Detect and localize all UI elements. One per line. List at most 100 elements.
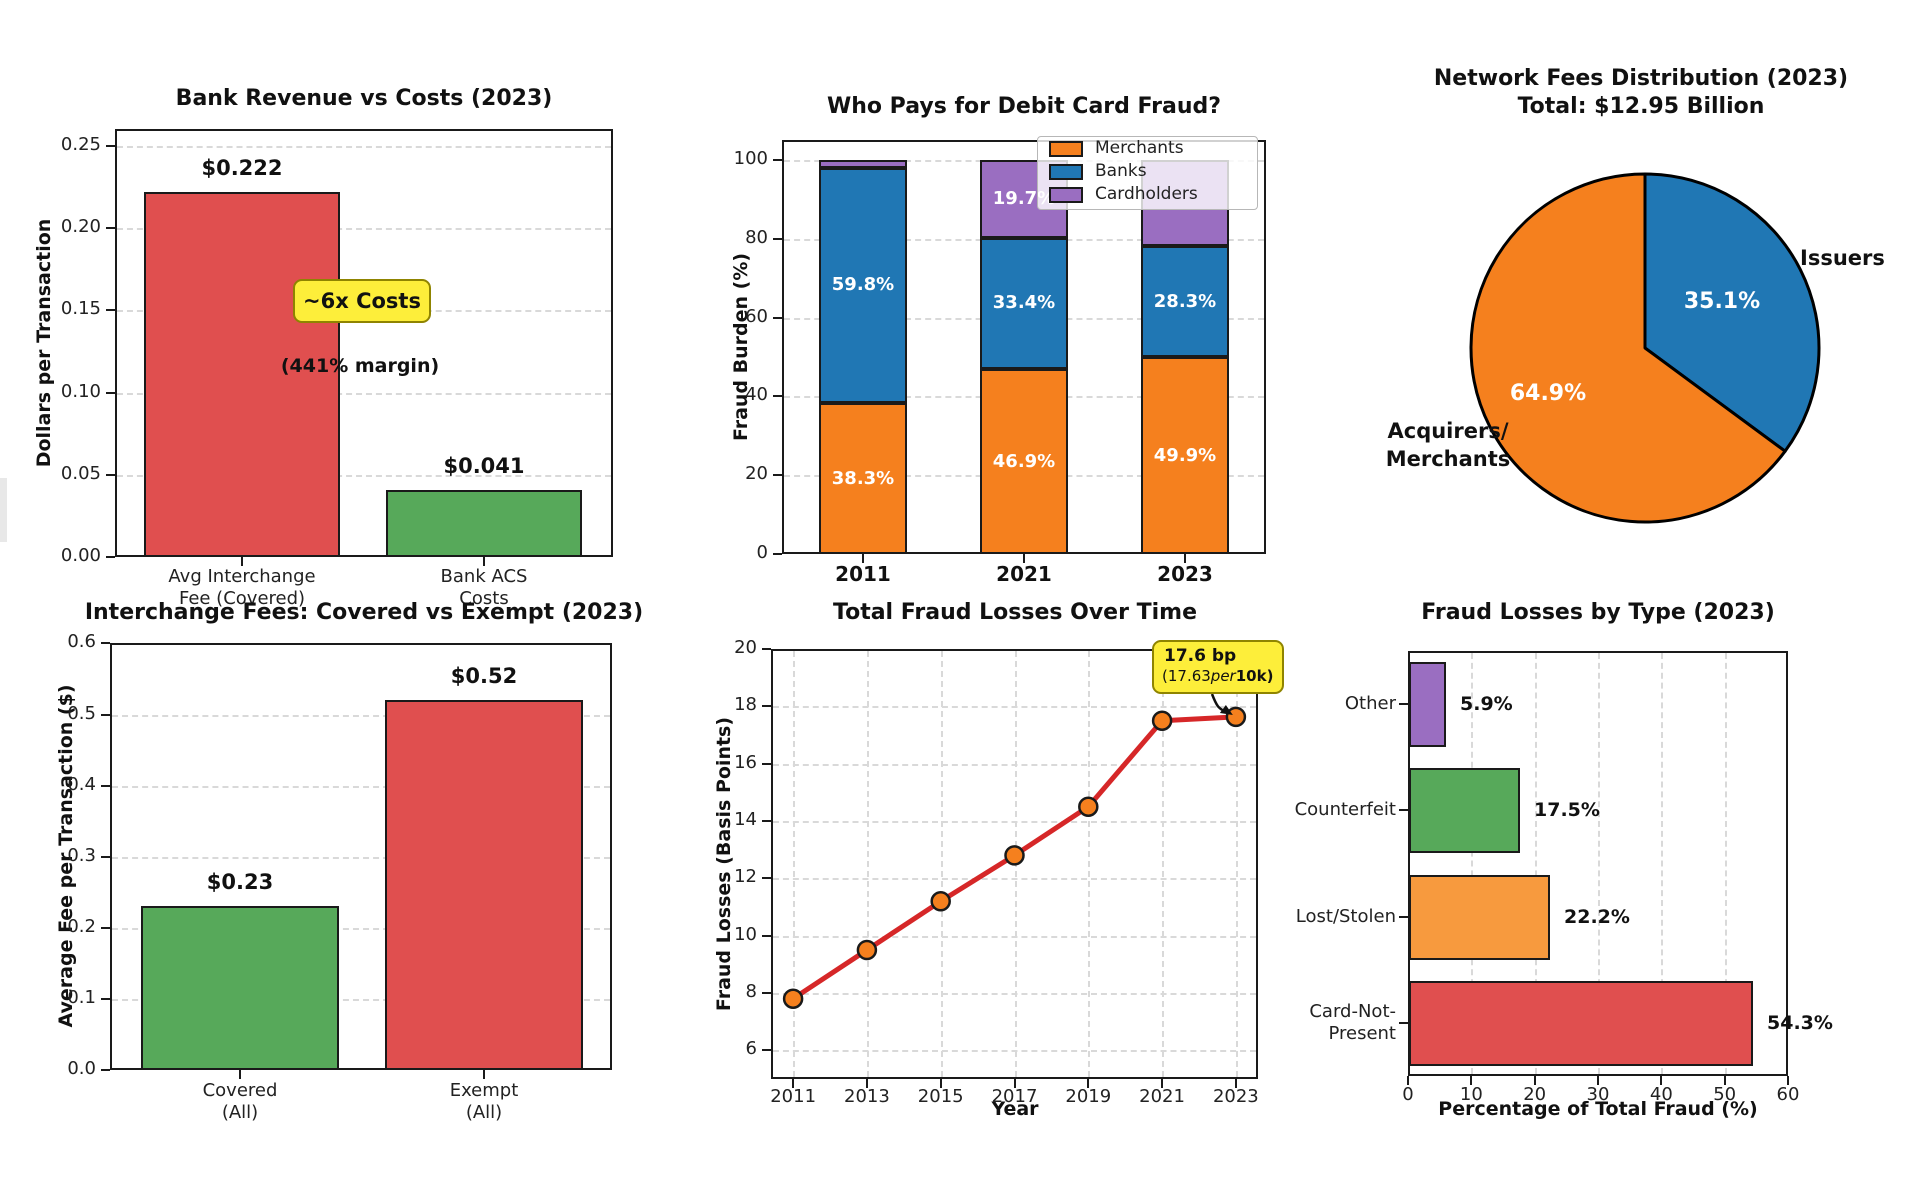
y-tick-label: 0.25 [60,134,101,155]
x-axis-label: Year [991,1098,1039,1120]
bar-bank-acs [386,490,582,557]
segment-banks-2021 [980,237,1068,370]
x-category-label: Avg Interchange [168,566,316,587]
y-tick-label: 40 [745,384,768,406]
segment-cardholders-2011 [819,160,907,168]
chart-title: Network Fees Distribution (2023) [1433,66,1849,91]
bar-value-label: $0.222 [201,156,283,180]
x-category-label: (All) [221,1102,259,1123]
bar-exempt [385,700,583,1070]
y-tick-label: 20 [734,637,757,658]
legend-swatch-merchants [1049,141,1083,157]
gridline [117,392,611,395]
y-tick-mark [773,237,782,240]
category-label: Present [1328,1023,1396,1044]
y-tick-mark [1399,703,1408,705]
bank_revenue_costs-axes [115,129,613,557]
y-axis-label: Fraud Losses (Basis Points) [713,716,735,1012]
gridline-v [866,651,869,1077]
slice-pct-issuers: 35.1% [1683,289,1761,314]
chart-title: Fraud Losses by Type (2023) [1421,600,1775,625]
bar-avg-interchange [144,192,340,557]
gridline [117,146,611,148]
y-tick-label: 0.15 [60,298,101,320]
y-tick-mark [762,762,771,765]
y-tick-label: 0.1 [67,986,96,1008]
segment-merchants-2021 [980,369,1068,554]
y-tick-label: 10 [734,923,757,945]
y-tick-label: 0.0 [67,1058,96,1079]
y-tick-mark [773,159,782,161]
segment-label: 46.9% [992,451,1056,472]
x-category-label: 2011 [835,562,891,586]
x-category-label: Fee (Covered) [178,588,306,609]
y-tick-mark [106,473,115,476]
bar-covered [141,906,339,1070]
y-tick-label: 16 [734,751,757,773]
bar-value-label: 22.2% [1564,906,1630,928]
x-tick-mark [241,557,243,566]
x-tick-mark [239,1070,241,1079]
x-category-label: 2021 [996,562,1052,586]
gridline [117,228,611,231]
x-tick-mark [1660,1076,1663,1085]
bar-lost-stolen [1409,874,1550,960]
x-tick-label: 2015 [917,1086,964,1107]
x-tick-mark [1533,1076,1536,1085]
x-tick-label: 2021 [1139,1086,1185,1107]
legend-label: Banks [1095,161,1147,181]
gridline [112,998,610,1001]
x-tick-label: 2019 [1065,1086,1112,1107]
segment-banks-2011 [819,167,907,404]
gridline [112,785,610,788]
bar-card-not- [1409,980,1753,1066]
y-tick-mark [1399,1022,1408,1024]
segment-label: 38.3% [831,468,895,489]
bar-value-label: 17.5% [1534,799,1600,821]
x-tick-label: 50 [1713,1084,1737,1105]
x-tick-mark [1597,1076,1599,1085]
y-tick-mark [773,395,782,398]
bar-value-label: $0.041 [443,454,525,478]
y-tick-mark [762,705,771,708]
x-tick-mark [483,1070,485,1079]
y-axis-label: Fraud Burden (%) [730,252,752,442]
y-tick-mark [762,877,771,880]
x-tick-mark [792,1079,795,1088]
gridline [112,714,610,717]
y-tick-label: 8 [745,981,757,1002]
x-category-label: (All) [465,1102,503,1123]
interchange_covered_exempt-axes [110,643,612,1070]
annotation-line2: (17.63per10k) [1162,667,1274,685]
chart-title: Who Pays for Debit Card Fraud? [826,94,1222,119]
y-tick-mark [106,145,115,147]
x-tick-label: 0 [1402,1084,1414,1105]
bar-value-label: 5.9% [1460,693,1513,715]
y-tick-mark [762,1049,771,1052]
y-tick-mark [773,316,782,319]
x-category-label: 2023 [1157,562,1213,586]
x-tick-mark [862,554,864,563]
segment-merchants-2011 [819,403,907,554]
y-tick-label: 0.4 [67,773,96,795]
x-tick-label: 40 [1649,1084,1673,1105]
y-tick-mark [106,556,115,558]
x-tick-mark [1787,1076,1789,1085]
x-tick-label: 10 [1459,1084,1483,1105]
x-axis-label: Percentage of Total Fraud (%) [1438,1098,1758,1120]
chart-title: Bank Revenue vs Costs (2023) [175,86,553,111]
segment-label: 28.3% [1153,291,1217,312]
y-tick-mark [101,784,110,787]
slice-label-acquirers-merchants: Acquirers/ [1387,419,1509,443]
x-tick-label: 2023 [1212,1086,1259,1107]
gridline-v [1162,651,1165,1077]
x-tick-label: 60 [1776,1084,1800,1105]
y-tick-mark [106,227,115,230]
x-tick-mark [483,557,485,566]
annotation-line1: 17.6 bp [1164,646,1237,666]
y-tick-mark [101,855,110,858]
x-tick-mark [1184,554,1186,563]
